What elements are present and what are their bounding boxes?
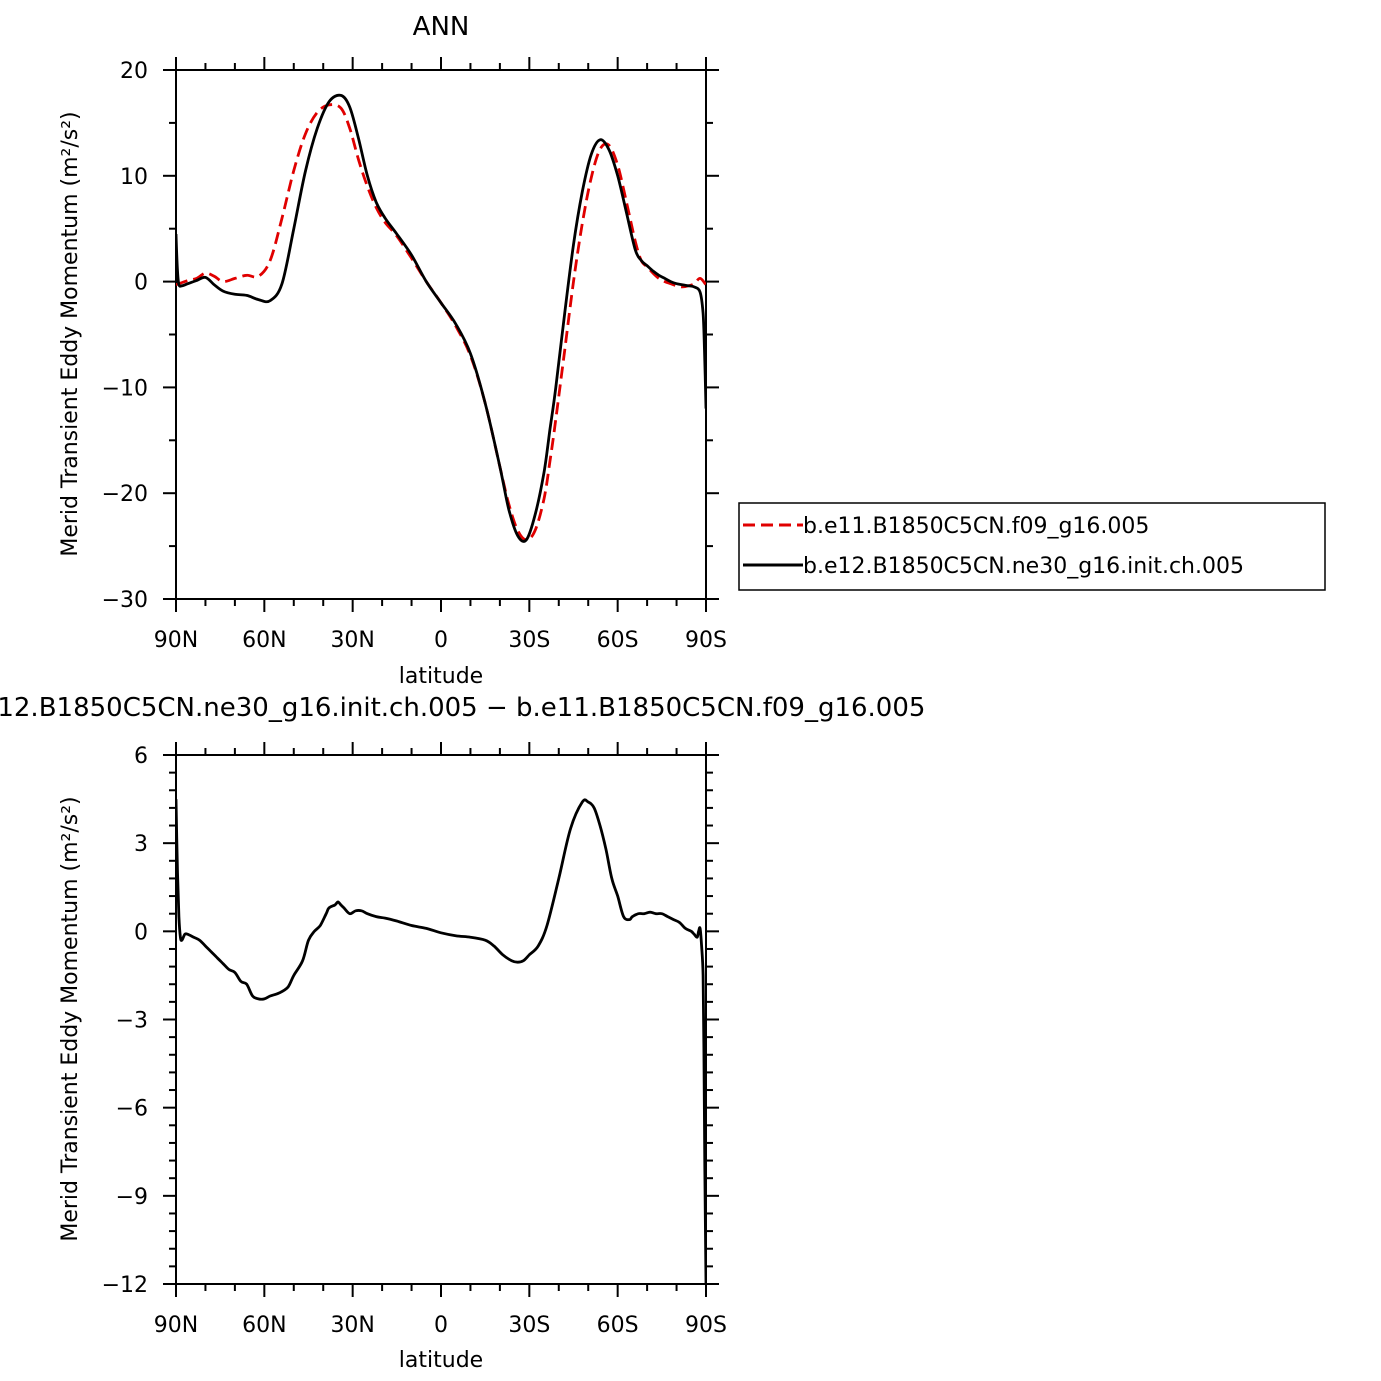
x-tick-label: 30N	[330, 1313, 374, 1338]
y-tick-label: −12	[102, 1273, 148, 1298]
legend-entry-control: b.e11.B1850C5CN.f09_g16.005	[803, 514, 1149, 539]
y-tick-label: 6	[134, 744, 148, 769]
x-tick-label: 60N	[242, 628, 286, 653]
x-tick-label: 30N	[330, 628, 374, 653]
top-panel-plot: 90N 60N 30N 0 30S 60S 90S −30 −20 −10 0 10 20	[102, 57, 727, 653]
y-tick-label: 20	[120, 59, 148, 84]
top-panel-ylabel: Merid Transient Eddy Momentum (m²/s²)	[58, 111, 83, 556]
x-tick-label: 30S	[508, 628, 550, 653]
x-tick-label: 90N	[154, 1313, 198, 1338]
bottom-panel-title: b.e12.B1850C5CN.ne30_g16.init.ch.005 − b…	[0, 693, 925, 723]
y-tick-label: −20	[102, 482, 148, 507]
bottom-panel-ylabel: Merid Transient Eddy Momentum (m²/s²)	[58, 796, 83, 1241]
y-tick-label: −30	[102, 588, 148, 613]
top-panel-xlabel: latitude	[399, 664, 483, 689]
series-line-test	[176, 93, 706, 543]
series-line-difference	[176, 798, 706, 1284]
legend-entry-test: b.e12.B1850C5CN.ne30_g16.init.ch.005	[803, 554, 1244, 579]
y-tick-label: −3	[116, 1009, 148, 1034]
y-tick-label: −9	[116, 1185, 148, 1210]
y-tick-label: −6	[116, 1097, 148, 1122]
plot-frame	[175, 754, 707, 1285]
plot-frame	[175, 69, 707, 600]
y-tick-label: 3	[134, 832, 148, 857]
x-tick-label: 0	[434, 628, 448, 653]
top-panel-title: ANN	[413, 12, 470, 42]
legend-box	[738, 502, 1326, 591]
x-tick-label: 0	[434, 1313, 448, 1338]
x-tick-label: 90N	[154, 628, 198, 653]
y-tick-label: 10	[120, 165, 148, 190]
x-tick-label: 90S	[685, 1313, 727, 1338]
x-tick-label: 30S	[508, 1313, 550, 1338]
y-tick-label: −10	[102, 376, 148, 401]
x-tick-label: 60N	[242, 1313, 286, 1338]
x-tick-label: 60S	[597, 1313, 639, 1338]
y-tick-label: 0	[134, 920, 148, 945]
x-tick-label: 60S	[597, 628, 639, 653]
bottom-panel-plot: 90N 60N 30N 0 30S 60S 90S −12 −9 −6 −3 0 3 6	[102, 742, 727, 1338]
bottom-panel-xlabel: latitude	[399, 1348, 483, 1373]
y-tick-label: 0	[134, 271, 148, 296]
legend: b.e11.B1850C5CN.f09_g16.005 b.e12.B1850C…	[738, 502, 1326, 591]
x-tick-label: 90S	[685, 628, 727, 653]
series-line-control	[176, 103, 706, 542]
